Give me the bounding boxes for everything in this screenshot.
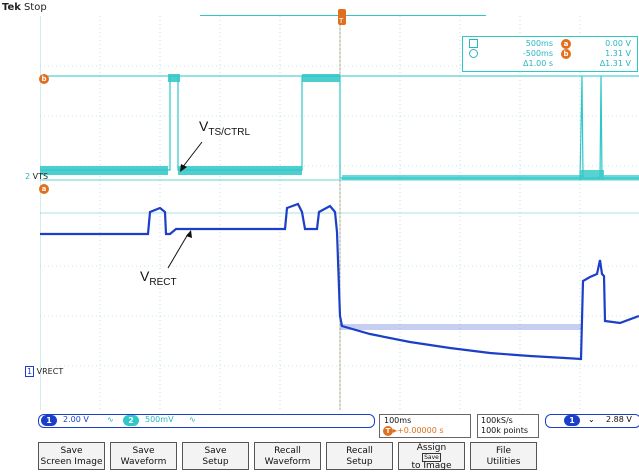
btn-line1: Assign [416,443,447,453]
cursor-a-time: 500ms [525,39,553,48]
assign-save-button[interactable]: Assign Save to Image [398,442,465,471]
vrect-main: V [140,268,150,284]
ch2-noise-band-2 [178,166,302,175]
save-setup-button[interactable]: Save Setup [182,442,249,470]
btn-line1: Recall [274,446,301,456]
cursor-readout: 500ms a 0.00 V -500ms b 1.31 V Δ1.00 s Δ… [462,36,638,72]
ch2-marker[interactable]: 2 VTS [25,172,48,181]
ch1-marker-name: VRECT [36,367,64,376]
vts-arrowhead [180,164,187,172]
vts-main: V [199,118,209,134]
trigger-marker-icon[interactable]: T [338,9,346,25]
file-utilities-button[interactable]: File Utilities [470,442,537,470]
btn-line2: Screen Image [40,457,103,467]
trigger-position: T ▸+0.00000 s [383,426,444,436]
trigger-pos-icon: T [383,426,393,436]
ch2-waveform [40,75,639,179]
ch1-scale: 2.00 V [63,415,89,424]
cursor-a-value: 0.00 V [605,39,631,48]
cursor-a-badge[interactable]: a [39,176,49,195]
brand-label: Tek [2,2,21,13]
trigger-source-badge: 1 [564,415,580,426]
ch2-noise-top-1 [168,74,180,82]
ch1-marker[interactable]: 1 VRECT [25,366,64,377]
ch2-marker-name: VTS [32,172,49,181]
ch2-bandwidth-icon: ∿ [189,415,196,424]
ch1-number-badge: 1 [41,415,57,426]
timebase-value: 100ms [384,416,412,425]
cursor-a-readout-icon: a [561,39,571,49]
acquisition-box[interactable]: 100kS/s 100k points [477,414,539,438]
btn-line2: Waveform [264,457,311,467]
cursor-b-badge[interactable]: b [39,66,49,85]
acquisition-state: Stop [23,2,47,13]
btn-line2: Setup [346,457,373,467]
cursor-a-icon: a [39,184,49,194]
ch2-noise-band-1 [40,166,168,175]
status-header: Tek Stop [0,0,639,16]
trigger-pos-value: ▸+0.00000 s [393,426,444,435]
btn-line2: Utilities [486,457,521,467]
timebase-box[interactable]: 100ms T ▸+0.00000 s [379,414,471,438]
vrect-annotation: VRECT [140,268,177,288]
ch1-marker-number: 1 [25,366,35,377]
save-waveform-button[interactable]: Save Waveform [110,442,177,470]
cursor-b-value: 1.31 V [605,49,631,58]
vrect-sub: RECT [149,276,177,288]
save-key-icon: Save [422,453,441,462]
ch2-number-badge: 2 [123,415,139,426]
btn-line2: Waveform [120,457,167,467]
recall-waveform-button[interactable]: Recall Waveform [254,442,321,470]
scope-brand: Tek Stop [2,2,47,13]
ch2-noise-top-2 [302,74,340,82]
ch1-bandwidth-icon: ∿ [107,415,114,424]
ch1-noise-band [340,324,582,330]
cursor-b-circle-icon [469,49,478,58]
ch1-waveform [40,202,639,361]
cursor-b-readout-icon: b [561,49,571,59]
recall-setup-button[interactable]: Recall Setup [326,442,393,470]
trigger-level: 2.88 V [606,415,632,424]
btn-line1: File [495,446,512,456]
sample-rate: 100kS/s [481,416,513,425]
cursor-b-icon: b [39,74,49,84]
ch2-noise-band-4 [580,170,604,180]
ch2-marker-number: 2 [25,172,31,181]
btn-line1: Save [60,446,83,456]
channel-scale-bar[interactable]: 1 2.00 V ∿ 2 500mV ∿ [38,414,375,428]
vrect-arrowhead [186,230,192,238]
waveform-display[interactable] [40,16,639,410]
cursor-delta-time: Δ1.00 s [523,59,553,68]
btn-line1: Save [204,446,227,456]
btn-line1: Save [132,446,155,456]
cursor-b-time: -500ms [522,49,553,58]
save-screen-image-button[interactable]: Save Screen Image [38,442,105,470]
vrect-arrow [167,233,189,269]
btn-line2: Setup [202,457,229,467]
ch2-noise-band-3 [342,175,582,180]
trigger-marker-label: T [339,17,344,25]
ch2-scale: 500mV [145,415,174,424]
record-length: 100k points [481,426,529,435]
btn-line1: Recall [346,446,373,456]
cursor-delta-value: Δ1.31 V [599,59,631,68]
cursor-a-square-icon [469,39,478,48]
trigger-slope-icon: ⌄ [588,415,595,424]
btn-line2: Save [399,453,464,462]
softkey-menu: Save Screen Image Save Waveform Save Set… [38,442,639,472]
ch2-noise-band-5 [604,175,639,180]
btn-line3: to Image [411,461,452,471]
vts-ctrl-annotation: VTS/CTRL [199,118,250,138]
vts-arrow [181,141,203,169]
vts-sub: TS/CTRL [208,126,251,138]
trigger-readout[interactable]: 1 ⌄ 2.88 V [545,414,639,428]
